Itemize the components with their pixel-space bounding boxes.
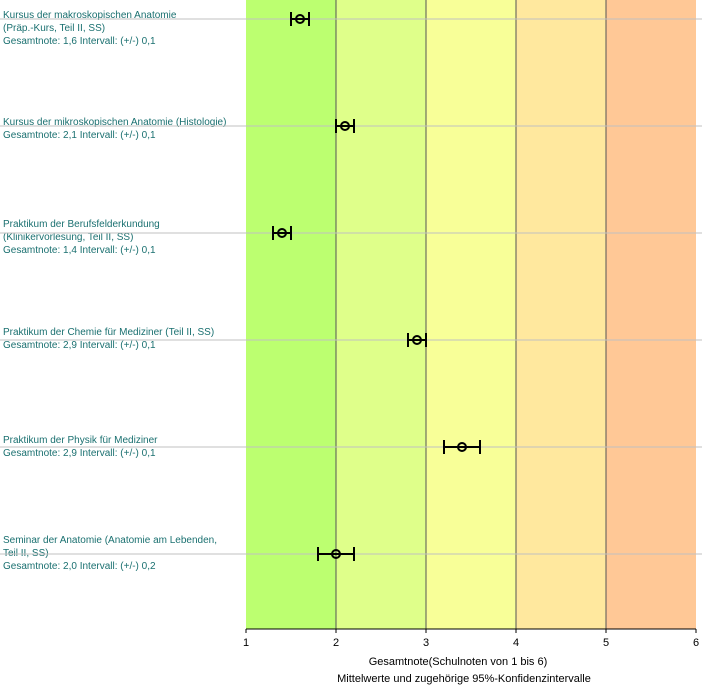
course-title-line: (Präp.-Kurs, Teil II, SS) [3, 23, 106, 34]
course-title-line: Kursus der mikroskopischen Anatomie (His… [3, 117, 227, 128]
grade-band-1 [246, 0, 336, 629]
course-label: Praktikum der Berufsfelderkundung (Klinik… [3, 218, 243, 257]
x-axis-label: Gesamtnote(Schulnoten von 1 bis 6) [369, 656, 548, 668]
course-summary: Gesamtnote: 2,1 Intervall: (+/-) 0,1 [3, 130, 156, 141]
course-title-line: (Klinikervorlesung, Teil II, SS) [3, 232, 134, 243]
mean-marker [412, 335, 422, 345]
course-label: Kursus der makroskopischen Anatomie (Präp… [3, 9, 243, 48]
course-summary: Gesamtnote: 2,0 Intervall: (+/-) 0,2 [3, 561, 156, 572]
data-point-group [317, 547, 355, 561]
course-summary: Gesamtnote: 2,9 Intervall: (+/-) 0,1 [3, 448, 156, 459]
x-tick-label: 4 [513, 637, 519, 649]
x-tick-label: 1 [243, 637, 249, 649]
x-tick-label: 3 [423, 637, 429, 649]
course-title-line: Praktikum der Physik für Mediziner [3, 435, 158, 446]
x-tick-label: 2 [333, 637, 339, 649]
course-label: Praktikum der Physik für Mediziner Gesamt… [3, 434, 243, 460]
mean-marker [277, 228, 287, 238]
data-points [272, 12, 481, 561]
x-axis-sublabel: Mittelwerte und zugehörige 95%-Konfidenz… [337, 673, 591, 685]
course-summary: Gesamtnote: 1,6 Intervall: (+/-) 0,1 [3, 36, 156, 47]
course-label: Kursus der mikroskopischen Anatomie (His… [3, 116, 243, 142]
data-point-group [443, 440, 481, 454]
data-point-group [290, 12, 310, 26]
grade-band-2 [336, 0, 426, 629]
course-title-line: Kursus der makroskopischen Anatomie [3, 10, 177, 21]
data-point-group [407, 333, 427, 347]
row-gridlines [0, 18, 702, 555]
x-tick-label: 6 [693, 637, 699, 649]
course-title-line: Seminar der Anatomie (Anatomie am Lebend… [3, 535, 218, 546]
course-label: Praktikum der Chemie für Mediziner (Teil… [3, 326, 243, 352]
grade-band-4 [516, 0, 606, 629]
grade-band-3 [426, 0, 516, 629]
mean-marker [457, 442, 467, 452]
x-axis: 1 2 3 4 5 6 [243, 628, 699, 649]
mean-marker [295, 14, 305, 24]
grade-dividers [335, 0, 607, 629]
data-point-group [272, 226, 292, 240]
x-tick-label: 5 [603, 637, 609, 649]
course-summary: Gesamtnote: 1,4 Intervall: (+/-) 0,1 [3, 245, 156, 256]
course-title-line: Praktikum der Chemie für Mediziner (Teil… [3, 327, 215, 338]
course-title-line: Praktikum der Berufsfelderkundung [3, 219, 160, 230]
grade-bands [246, 0, 696, 629]
mean-marker [340, 121, 350, 131]
grade-band-5 [606, 0, 696, 629]
data-point-group [335, 119, 355, 133]
course-summary: Gesamtnote: 2,9 Intervall: (+/-) 0,1 [3, 340, 156, 351]
mean-marker [331, 549, 341, 559]
